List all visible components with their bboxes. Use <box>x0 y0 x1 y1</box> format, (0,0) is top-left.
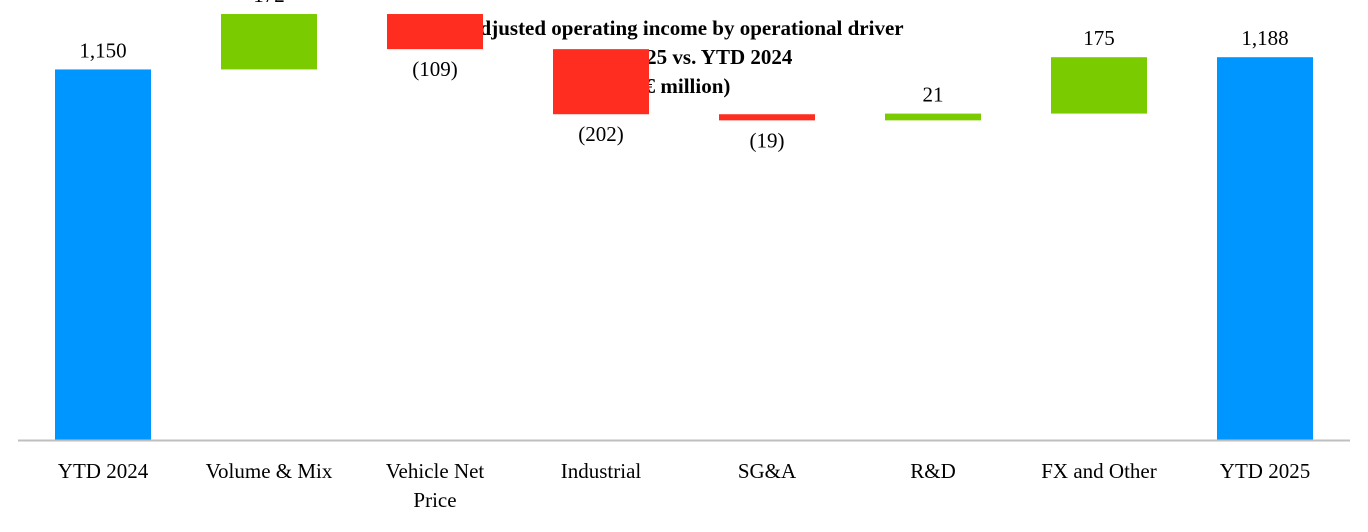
bar-volume-mix <box>221 14 317 70</box>
chart-title-block: Adjusted operating income by operational… <box>0 14 1368 101</box>
bars-group <box>55 14 1313 440</box>
data-label-vehicle-net-price: (109) <box>412 57 458 81</box>
bar-sg-a <box>719 114 815 121</box>
x-tick-label-fx-and-other: FX and Other <box>1041 459 1156 483</box>
data-label-volume-mix: 172 <box>253 0 285 7</box>
data-label-r-d: 21 <box>923 83 944 107</box>
bar-fx-and-other <box>1051 57 1147 114</box>
data-label-sg-a: (19) <box>750 128 785 152</box>
x-tick-label-line: SG&A <box>738 459 797 483</box>
x-tick-label-ytd-2024: YTD 2024 <box>58 459 149 483</box>
data-label-ytd-2025: 1,188 <box>1241 26 1288 50</box>
bar-ytd-2024 <box>55 69 151 440</box>
data-label-ytd-2024: 1,150 <box>79 38 126 62</box>
data-label-fx-and-other: 175 <box>1083 26 1115 50</box>
data-label-industrial: (202) <box>578 122 624 146</box>
x-tick-label-line: YTD 2025 <box>1220 459 1310 483</box>
x-tick-label-line: FX and Other <box>1041 459 1156 483</box>
bar-vehicle-net-price <box>387 14 483 50</box>
bar-industrial <box>553 49 649 115</box>
x-tick-label-industrial: Industrial <box>561 459 642 483</box>
x-tick-label-line: Volume & Mix <box>206 459 333 483</box>
x-tick-label-line: R&D <box>910 459 956 483</box>
bar-r-d <box>885 113 981 121</box>
x-tick-label-line: Price <box>413 488 456 512</box>
x-tick-label-vehicle-net-price: Vehicle Net Price <box>386 459 485 512</box>
x-tick-labels-group: YTD 2024 Volume & Mix Vehicle Net Price Indu… <box>58 459 1310 512</box>
x-tick-label-line: Industrial <box>561 459 642 483</box>
chart-title: Adjusted operating income by operational… <box>464 16 904 40</box>
x-tick-label-line: YTD 2024 <box>58 459 149 483</box>
x-tick-label-volume-mix: Volume & Mix <box>206 459 333 483</box>
data-labels-group: 1,150 172 (109) (202) (19) 21 175 1,188 <box>79 0 1288 152</box>
x-tick-label-ytd-2025: YTD 2025 <box>1220 459 1310 483</box>
bar-ytd-2025 <box>1217 57 1313 440</box>
x-tick-label-r-d: R&D <box>910 459 956 483</box>
x-tick-label-sg-a: SG&A <box>738 459 797 483</box>
x-tick-label-line: Vehicle Net <box>386 459 485 483</box>
chart-unit-label: (€ million) <box>637 74 731 98</box>
